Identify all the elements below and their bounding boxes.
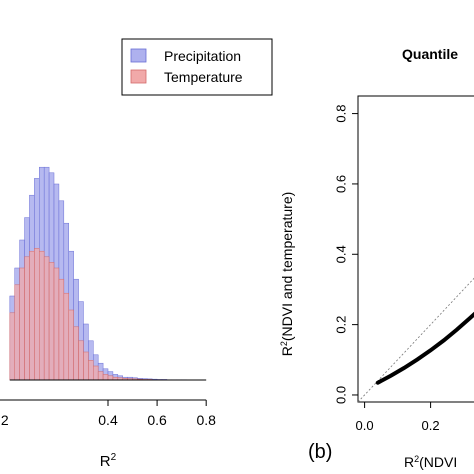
quantile-plot-frame (357, 95, 474, 403)
histogram-bar-temperature (53, 267, 60, 381)
histogram-panel: 0.4 0.6 0.8 .2 R2 Precipitation Temperatur… (0, 38, 273, 470)
histogram-bar-temperature (24, 256, 30, 381)
x-tick-label: 0.2 (422, 418, 440, 433)
x-tick-label-partial: .2 (0, 412, 9, 428)
histogram-bar-temperature (43, 256, 50, 381)
histogram-bar-temperature (97, 371, 104, 381)
quantile-title: Quantile (402, 46, 458, 62)
y-tick-label: 0.8 (333, 105, 348, 123)
histogram-bar-temperature (29, 250, 35, 381)
histogram-bar-temperature (83, 351, 89, 381)
x-tick-label: 0.8 (196, 412, 216, 428)
legend-swatch-precipitation (130, 48, 147, 63)
quantile-panel: Quantile 0.0 0.2 0.4 0.6 0.8 0.0 0.2 R2(NDVI … (279, 46, 474, 470)
x-tick-label: 0.0 (356, 418, 374, 433)
legend: Precipitation Temperature (121, 38, 273, 96)
histogram-bar-temperature (19, 267, 25, 381)
legend-swatch-temperature (130, 69, 147, 84)
legend-box (121, 38, 273, 96)
histogram-bar-temperature (93, 365, 99, 381)
y-tick-label: 0.6 (333, 175, 348, 193)
histogram-x-label: R2 (100, 452, 117, 470)
histogram-bar-temperature (34, 248, 40, 381)
y-tick-label: 0.2 (333, 316, 348, 334)
x-tick-label: 0.4 (98, 412, 118, 428)
histogram-x-ticks: 0.4 0.6 0.8 (0, 399, 216, 428)
histogram-bar-temperature (73, 326, 79, 381)
histogram-bar-temperature (88, 360, 94, 381)
histogram-bar-temperature (63, 292, 69, 381)
histogram-bar-temperature (39, 250, 45, 381)
y-tick-label: 0.0 (333, 386, 348, 404)
histogram-bar-temperature (68, 309, 74, 381)
quantile-y-label: R2(NDVI and temperature) (279, 192, 295, 357)
quantile-curve (375, 311, 474, 385)
histogram-bar-temperature (9, 312, 15, 381)
histogram-bar-temperature (78, 340, 84, 381)
y-tick-label: 0.4 (333, 245, 348, 263)
histogram-bar-temperature (58, 278, 65, 381)
quantile-x-label: R2(NDVI (404, 454, 457, 470)
histogram-bar-temperature (107, 375, 114, 381)
quantile-x-ticks: 0.0 0.2 (356, 402, 440, 433)
histogram-bars (9, 166, 187, 381)
legend-label-temperature: Temperature (164, 69, 243, 85)
quantile-y-ticks: 0.0 0.2 0.4 0.6 0.8 (333, 105, 358, 404)
x-tick-label: 0.6 (147, 412, 167, 428)
panel-label-b: (b) (308, 441, 332, 463)
histogram-bar-temperature (48, 262, 55, 381)
legend-label-precipitation: Precipitation (164, 48, 241, 64)
histogram-bar-temperature (102, 374, 109, 381)
reference-line-1-1 (357, 277, 474, 403)
histogram-bar-temperature (14, 284, 20, 381)
